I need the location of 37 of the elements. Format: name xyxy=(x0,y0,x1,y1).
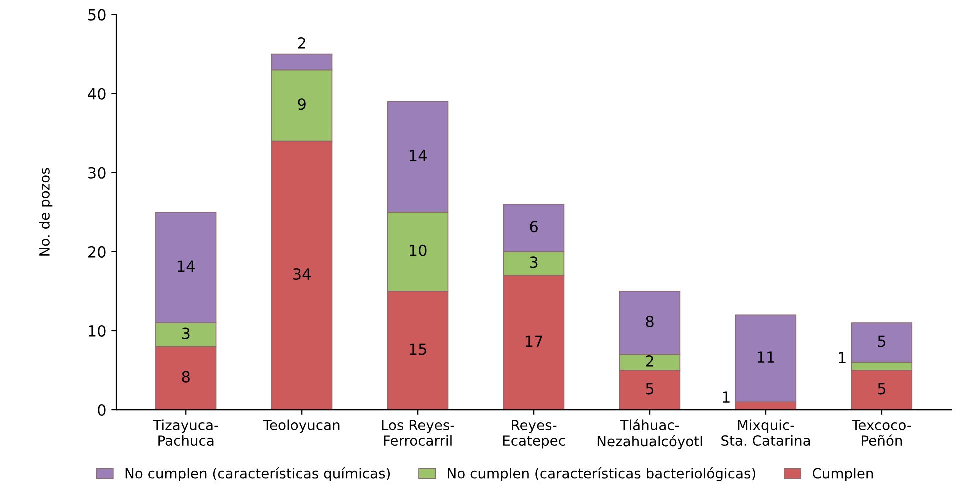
legend-label: No cumplen (características químicas) xyxy=(126,468,390,482)
y-tick-label: 0 xyxy=(98,404,106,416)
x-tick-label: Tizayuca- Pachuca xyxy=(153,420,218,446)
data-label: 10 xyxy=(410,244,427,256)
data-label: 9 xyxy=(298,98,306,110)
data-label: 17 xyxy=(526,336,542,348)
data-label: 14 xyxy=(410,150,427,162)
x-tick-label: Reyes- Ecatepec xyxy=(503,420,566,449)
y-axis-title: No. de pozos xyxy=(39,168,53,256)
y-tick-label: 10 xyxy=(89,325,106,337)
legend-label: No cumplen (características bacteriológicas) xyxy=(448,468,756,482)
y-tick-label: 20 xyxy=(88,246,106,258)
data-label: 11 xyxy=(758,352,774,363)
y-tick-label: 40 xyxy=(88,88,106,100)
data-label: 5 xyxy=(646,383,654,395)
data-label: 2 xyxy=(298,37,306,49)
data-label: 6 xyxy=(530,221,538,233)
data-label: 5 xyxy=(878,383,886,395)
data-label: 3 xyxy=(530,256,538,268)
data-label: 8 xyxy=(182,371,190,383)
data-label: 5 xyxy=(878,336,886,348)
y-tick-label: 50 xyxy=(88,9,106,21)
x-tick-label: Teoloyucan xyxy=(263,420,340,434)
data-label: 1 xyxy=(723,392,730,403)
data-label: 1 xyxy=(839,352,846,364)
legend-label: Cumplen xyxy=(812,468,874,482)
data-label: 3 xyxy=(182,328,190,340)
x-tick-label: Mixquic- Sta. Catarina xyxy=(722,420,810,446)
x-tick-label: Tláhuac- Nezahualcóyotl xyxy=(598,419,702,450)
data-label: 15 xyxy=(410,344,426,356)
data-label: 2 xyxy=(646,355,654,367)
x-tick-label: Los Reyes- Ferrocarril xyxy=(382,420,455,446)
data-label: 8 xyxy=(646,316,654,328)
x-tick-label: Texcoco- Peñón xyxy=(852,420,912,446)
y-tick-label: 30 xyxy=(88,167,106,179)
data-label: 34 xyxy=(294,268,311,280)
data-label: 14 xyxy=(178,260,195,272)
